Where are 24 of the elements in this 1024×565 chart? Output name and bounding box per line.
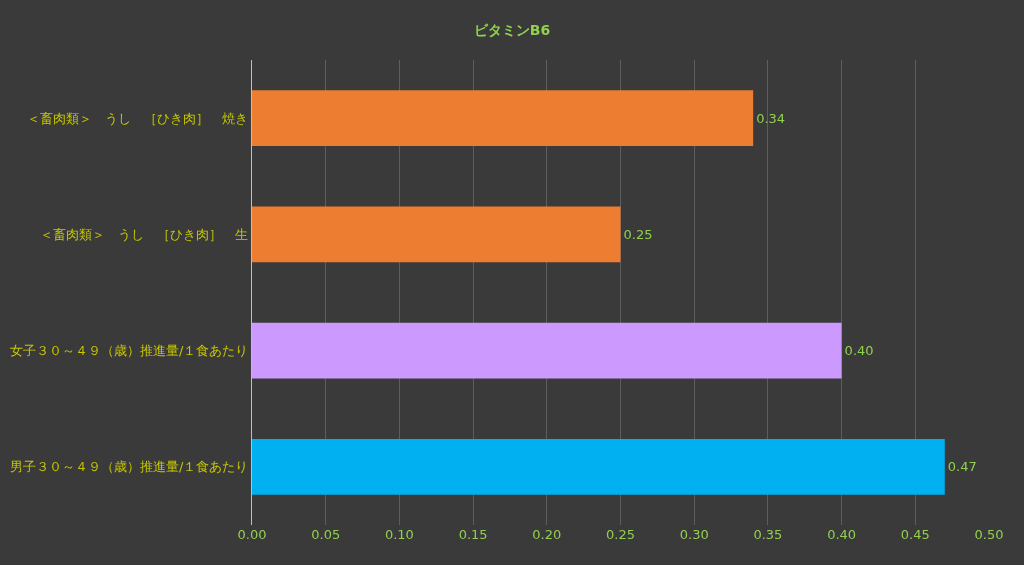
- bar: [252, 438, 945, 495]
- data-label: 0.47: [947, 459, 977, 475]
- chart-title: ビタミンB6: [473, 22, 551, 39]
- x-tick-label: 0.50: [974, 527, 1004, 542]
- x-tick-label: 0.10: [384, 527, 414, 542]
- x-tick-label: 0.00: [237, 527, 267, 542]
- data-label: 0.40: [844, 343, 874, 359]
- data-label: 0.25: [623, 226, 653, 242]
- x-tick-label: 0.25: [606, 527, 635, 542]
- x-tick-label: 0.30: [679, 527, 709, 542]
- data-label: 0.34: [756, 110, 786, 126]
- y-tick-label: ＜畜肉類＞ うし ［ひき肉］ 焼き: [27, 110, 249, 126]
- bar: [252, 322, 842, 379]
- y-tick-label: 男子３０～４９（歳）推進量/１食あたり: [10, 459, 249, 475]
- x-tick-label: 0.45: [900, 527, 930, 542]
- x-tick-label: 0.05: [311, 527, 341, 542]
- x-tick-label: 0.40: [827, 527, 857, 542]
- bar: [252, 206, 621, 263]
- x-tick-label: 0.20: [532, 527, 562, 542]
- y-tick-label: 女子３０～４９（歳）推進量/１食あたり: [10, 343, 249, 359]
- x-tick-label: 0.15: [458, 527, 488, 542]
- y-tick-label: ＜畜肉類＞ うし ［ひき肉］ 生: [40, 226, 249, 242]
- x-tick-label: 0.35: [753, 527, 783, 542]
- bar: [252, 90, 754, 147]
